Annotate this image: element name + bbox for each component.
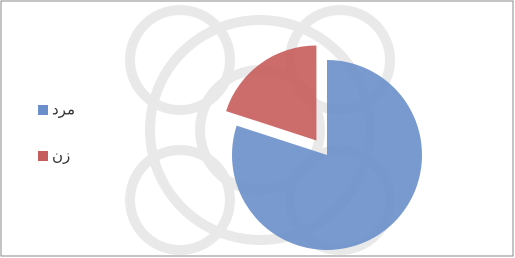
chart: مرد زن: [0, 0, 515, 258]
legend-swatch: [38, 151, 48, 161]
legend-swatch: [38, 105, 48, 115]
page: {"chart_data": {"type": "pie", "categori…: [0, 0, 515, 258]
legend-label: مرد: [52, 101, 75, 119]
legend-label: زن: [52, 147, 70, 165]
